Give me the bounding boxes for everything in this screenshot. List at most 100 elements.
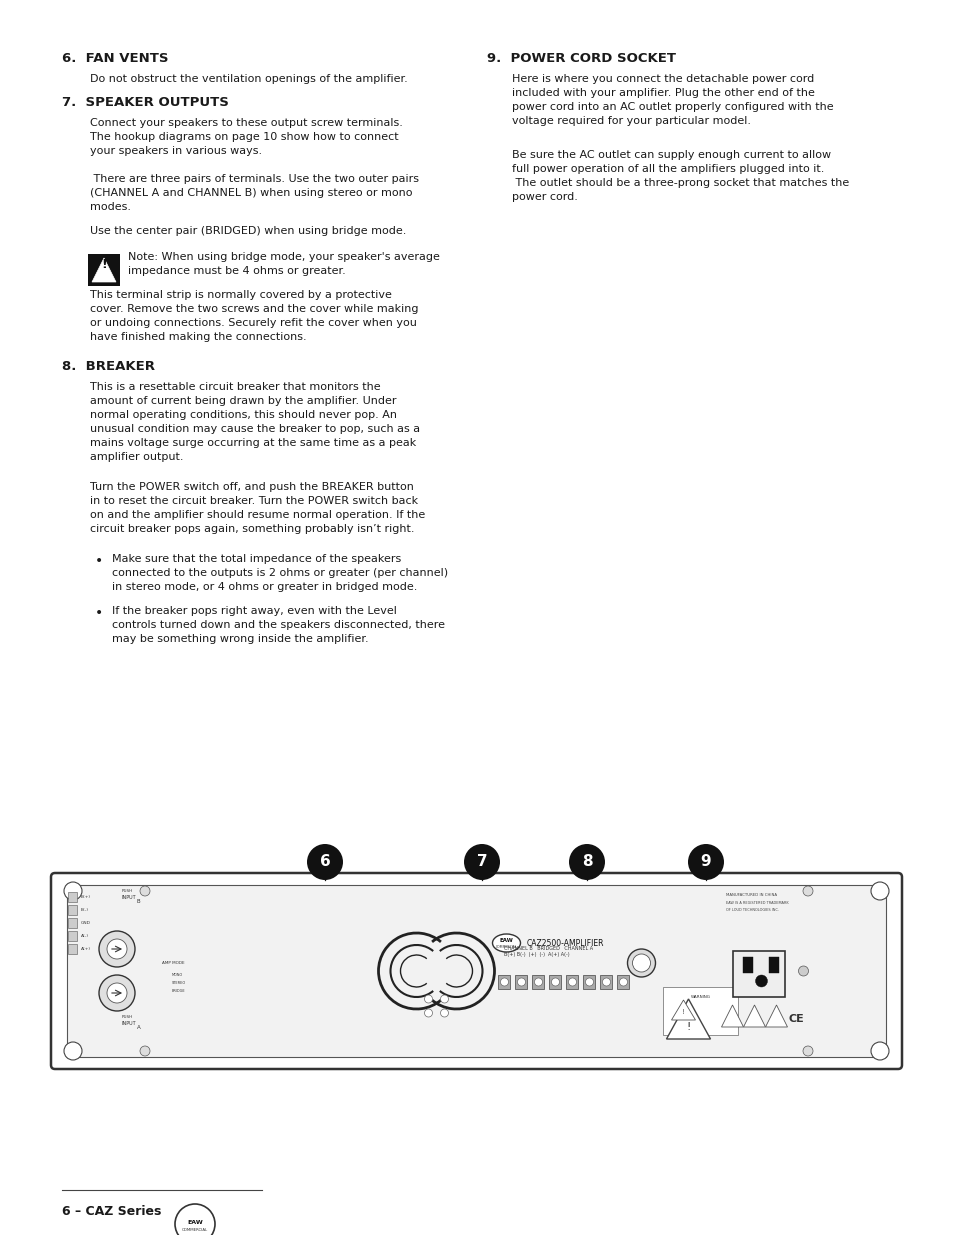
Circle shape (140, 885, 150, 897)
Polygon shape (91, 258, 116, 282)
Circle shape (687, 844, 723, 881)
Text: •: • (95, 606, 103, 620)
Circle shape (140, 1046, 150, 1056)
Text: PUSH: PUSH (122, 889, 133, 893)
Circle shape (870, 882, 888, 900)
Circle shape (64, 882, 82, 900)
Text: !: ! (101, 258, 107, 270)
Text: 7.  SPEAKER OUTPUTS: 7. SPEAKER OUTPUTS (62, 96, 229, 109)
Circle shape (534, 978, 542, 986)
Text: !: ! (685, 1023, 690, 1032)
Bar (742, 957, 753, 973)
Circle shape (802, 1046, 812, 1056)
Bar (67, 885, 885, 1057)
Circle shape (307, 844, 343, 881)
Bar (498, 974, 510, 989)
Text: B(+): B(+) (81, 895, 91, 899)
Circle shape (424, 995, 432, 1003)
Text: Turn the POWER switch off, and push the BREAKER button
in to reset the circuit b: Turn the POWER switch off, and push the … (90, 482, 425, 534)
Polygon shape (764, 1005, 786, 1028)
Text: B: B (137, 899, 140, 904)
Text: 7: 7 (476, 855, 487, 869)
Text: If the breaker pops right away, even with the Level
controls turned down and the: If the breaker pops right away, even wit… (112, 606, 444, 643)
Text: A(+): A(+) (81, 947, 91, 951)
Bar (617, 974, 629, 989)
Text: CHANNEL B   BRIDGED   CHANNEL A: CHANNEL B BRIDGED CHANNEL A (504, 946, 593, 951)
Text: A(-): A(-) (81, 934, 89, 939)
Text: A: A (137, 1025, 141, 1030)
Circle shape (798, 966, 807, 976)
Circle shape (107, 983, 127, 1003)
Polygon shape (720, 1005, 742, 1028)
Text: BRIDGE: BRIDGE (172, 989, 186, 993)
Text: •: • (95, 555, 103, 568)
Text: WARNING: WARNING (690, 995, 710, 999)
Bar (769, 957, 779, 973)
Circle shape (632, 953, 650, 972)
Circle shape (602, 978, 610, 986)
Bar (515, 974, 527, 989)
Text: Here is where you connect the detachable power cord
included with your amplifier: Here is where you connect the detachable… (512, 74, 833, 126)
Text: COMMERCIAL: COMMERCIAL (496, 945, 517, 948)
Bar (68, 944, 77, 953)
Text: MONO: MONO (172, 973, 183, 977)
Circle shape (517, 978, 525, 986)
Circle shape (627, 948, 655, 977)
Circle shape (870, 1042, 888, 1060)
Text: There are three pairs of terminals. Use the two outer pairs
(CHANNEL A and CHANN: There are three pairs of terminals. Use … (90, 174, 418, 212)
Circle shape (802, 885, 812, 897)
Text: Do not obstruct the ventilation openings of the amplifier.: Do not obstruct the ventilation openings… (90, 74, 407, 84)
Text: COMMERCIAL: COMMERCIAL (182, 1228, 208, 1233)
Bar (549, 974, 561, 989)
Text: 8.  BREAKER: 8. BREAKER (62, 359, 154, 373)
Circle shape (107, 939, 127, 960)
Bar (599, 974, 612, 989)
Bar (68, 905, 77, 915)
Text: GND: GND (81, 921, 91, 925)
Circle shape (551, 978, 558, 986)
Bar (566, 974, 578, 989)
Text: B(+) B(-)  (+)  (-)  A(+) A(-): B(+) B(-) (+) (-) A(+) A(-) (504, 952, 570, 957)
Text: Make sure that the total impedance of the speakers
connected to the outputs is 2: Make sure that the total impedance of th… (112, 555, 448, 592)
Circle shape (755, 974, 767, 987)
Text: CE: CE (788, 1014, 803, 1024)
Bar (68, 931, 77, 941)
Text: PUSH: PUSH (122, 1015, 133, 1019)
Circle shape (440, 1009, 448, 1016)
Text: 9: 9 (700, 855, 711, 869)
Circle shape (463, 844, 499, 881)
Text: MANUFACTURED IN CHINA: MANUFACTURED IN CHINA (726, 893, 777, 897)
Text: !: ! (681, 1009, 684, 1015)
FancyBboxPatch shape (51, 873, 901, 1070)
Text: Use the center pair (BRIDGED) when using bridge mode.: Use the center pair (BRIDGED) when using… (90, 226, 406, 236)
Text: INPUT: INPUT (122, 895, 136, 900)
Bar (68, 918, 77, 927)
Circle shape (585, 978, 593, 986)
Text: Connect your speakers to these output screw terminals.
The hookup diagrams on pa: Connect your speakers to these output sc… (90, 119, 402, 156)
Text: Be sure the AC outlet can supply enough current to allow
full power operation of: Be sure the AC outlet can supply enough … (512, 149, 848, 203)
Text: AMP MODE: AMP MODE (162, 961, 185, 965)
Bar (733, 951, 784, 997)
Circle shape (99, 931, 135, 967)
Circle shape (424, 1009, 432, 1016)
Text: EAW IS A REGISTERED TRADEMARK: EAW IS A REGISTERED TRADEMARK (726, 902, 788, 905)
Circle shape (174, 1204, 214, 1235)
Circle shape (64, 1042, 82, 1060)
Text: STEREO: STEREO (172, 981, 186, 986)
Text: CAZ2500-AMPLIFIER: CAZ2500-AMPLIFIER (526, 939, 603, 947)
Ellipse shape (492, 934, 520, 952)
Polygon shape (666, 999, 710, 1039)
Text: This is a resettable circuit breaker that monitors the
amount of current being d: This is a resettable circuit breaker tha… (90, 382, 419, 462)
Text: Note: When using bridge mode, your speaker's average
impedance must be 4 ohms or: Note: When using bridge mode, your speak… (128, 252, 439, 275)
Text: 9.  POWER CORD SOCKET: 9. POWER CORD SOCKET (486, 52, 676, 65)
Text: This terminal strip is normally covered by a protective
cover. Remove the two sc: This terminal strip is normally covered … (90, 290, 418, 342)
Text: B(-): B(-) (81, 908, 89, 911)
Circle shape (500, 978, 508, 986)
Circle shape (618, 978, 627, 986)
Text: INPUT: INPUT (122, 1021, 136, 1026)
Text: EAW: EAW (187, 1219, 203, 1224)
Text: OF LOUD TECHNOLOGIES INC.: OF LOUD TECHNOLOGIES INC. (726, 908, 779, 911)
Text: 6 – CAZ Series: 6 – CAZ Series (62, 1205, 161, 1218)
Bar (68, 892, 77, 902)
Text: EAW: EAW (499, 939, 513, 944)
